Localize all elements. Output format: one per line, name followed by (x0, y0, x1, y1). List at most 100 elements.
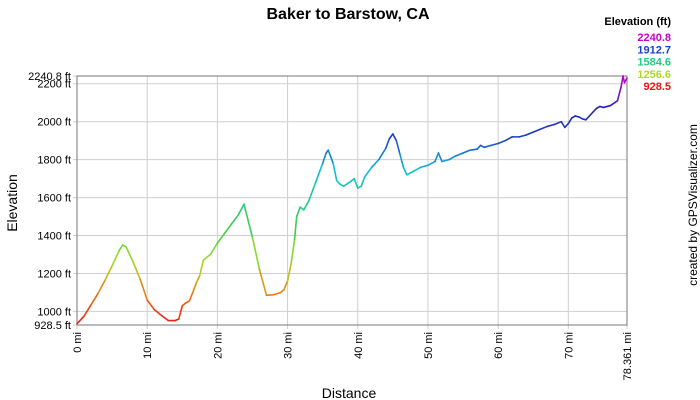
profile-segment (216, 232, 226, 244)
profile-segment (290, 238, 296, 265)
profile-segment (251, 236, 261, 271)
profile-segment (307, 181, 317, 203)
profile-segment (139, 278, 148, 301)
x-tick-label: 78.361 mi (622, 332, 634, 380)
y-tick-label: 2200 ft (37, 79, 71, 91)
profile-segment (518, 134, 528, 138)
profile-segment (335, 179, 342, 186)
profile-segment (585, 115, 591, 121)
profile-segment (283, 280, 289, 291)
y-tick-label: 2240.8 ft (28, 71, 71, 83)
profile-segment (370, 158, 380, 169)
profile-segment (286, 263, 292, 282)
legend-entry: 1256.6 (637, 69, 671, 81)
x-tick-label: 60 mi (493, 332, 505, 359)
profile-segment (97, 279, 106, 295)
profile-segment (602, 104, 612, 109)
profile-segment (539, 125, 549, 131)
profile-segment (437, 152, 443, 163)
profile-segment (406, 170, 415, 176)
profile-segment (609, 100, 619, 107)
profile-segment (504, 136, 513, 142)
profile-segment (177, 304, 184, 320)
profile-segment (199, 259, 205, 277)
profile-segment (230, 213, 240, 225)
x-tick-label: 20 mi (212, 332, 224, 359)
profile-segment (293, 215, 298, 241)
profile-segment (564, 122, 570, 129)
legend-entry: 928.5 (643, 81, 671, 93)
profile-segment (360, 175, 366, 188)
x-tick-label: 50 mi (423, 332, 435, 359)
profile-segment (332, 162, 338, 182)
profile-segment (83, 303, 92, 317)
x-tick-label: 70 mi (563, 332, 575, 359)
profile-segment (258, 268, 268, 297)
profile-segment (385, 137, 391, 150)
profile-segment (497, 139, 506, 145)
y-axis-ticks: 928.5 ft 1000 ft 1200 ft 1400 ft 1600 ft 1800… (28, 71, 71, 332)
profile-segment (76, 315, 85, 325)
profile-segment (244, 209, 254, 239)
y-tick-label: 1400 ft (37, 231, 71, 243)
profile-segment (427, 160, 436, 167)
profile-segment (490, 142, 499, 147)
y-tick-label: 1600 ft (37, 193, 71, 205)
profile-segment (302, 200, 310, 211)
y-tick-label: 1800 ft (37, 155, 71, 167)
profile-segment (525, 131, 535, 136)
profile-segment (402, 166, 408, 176)
profile-segment (132, 261, 141, 280)
profile-segment (188, 291, 194, 302)
profile-segment (272, 291, 282, 296)
profile-segment (111, 249, 120, 267)
profile-segment (160, 314, 170, 322)
profile-segment (448, 155, 457, 161)
profile-segment (546, 123, 556, 128)
profile-segment (388, 133, 394, 140)
profile-segment (434, 152, 440, 163)
legend-title: Elevation (ft) (604, 16, 671, 28)
profile-segment (413, 166, 422, 172)
profile-segment (378, 147, 387, 161)
profile-segment (363, 166, 373, 178)
profile-segment (295, 206, 301, 218)
profile-segment (399, 153, 405, 169)
x-tick-label: 30 mi (283, 332, 295, 359)
y-tick-label: 928.5 ft (34, 320, 71, 332)
profile-segment (153, 308, 163, 317)
x-tick-label: 40 mi (353, 332, 365, 359)
profile-segment (469, 148, 478, 151)
legend-entry: 1584.6 (637, 57, 671, 69)
profile-segment (476, 144, 482, 151)
profile-segment (192, 282, 198, 294)
profile-segment (237, 207, 243, 216)
x-tick-label: 0 mi (72, 332, 84, 353)
legend-entry: 2240.8 (637, 32, 671, 44)
profile-segment (265, 293, 275, 297)
x-axis-ticks: 0 mi 10 mi 20 mi 30 mi 40 mi 50 mi 60 mi 70 mi 7… (72, 332, 634, 380)
profile-segment (118, 244, 124, 252)
profile-segment (567, 117, 573, 125)
elevation-profile-line (76, 75, 628, 325)
profile-segment (342, 180, 352, 188)
profile-segment (195, 274, 201, 284)
legend-entry: 1912.7 (637, 44, 671, 56)
profile-segment (223, 223, 233, 235)
profile-segment (560, 120, 566, 129)
profile-segment (532, 128, 542, 133)
profile-segment (321, 152, 327, 165)
plot-frame (76, 75, 628, 326)
profile-segment (392, 133, 398, 142)
x-axis-label: Distance (322, 385, 377, 400)
profile-segment (314, 162, 324, 184)
profile-segment (455, 152, 464, 157)
chart-title: Baker to Barstow, CA (267, 6, 430, 23)
profile-segment (146, 299, 156, 311)
profile-segment (395, 139, 401, 155)
credit-text: created by GPSVisualizer.com (686, 124, 700, 286)
y-axis-label: Elevation (4, 174, 20, 232)
profile-segment (243, 203, 247, 211)
